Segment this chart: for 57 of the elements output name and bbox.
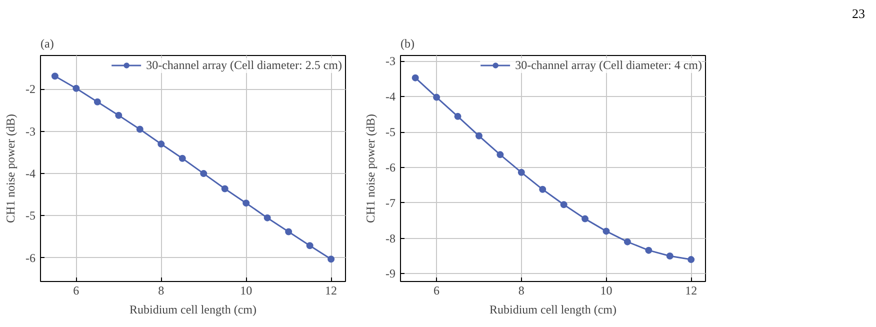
point bbox=[178, 154, 186, 162]
y-tick-label: -6 bbox=[386, 160, 396, 174]
point bbox=[412, 74, 419, 81]
point bbox=[285, 228, 292, 235]
point bbox=[221, 184, 228, 192]
point bbox=[539, 185, 546, 192]
point bbox=[264, 214, 271, 221]
x-tick-label: 6 bbox=[434, 283, 440, 298]
point bbox=[94, 98, 101, 105]
point bbox=[158, 140, 165, 148]
y-tick-label: -9 bbox=[386, 266, 396, 280]
x-axis-title: Rubidium cell length (cm) bbox=[490, 302, 616, 316]
point bbox=[518, 168, 525, 176]
x-tick-label: 10 bbox=[600, 283, 612, 298]
y-tick-label: -2 bbox=[26, 82, 36, 96]
y-tick-label: -4 bbox=[26, 166, 36, 180]
point bbox=[242, 199, 250, 206]
y-tick-label: -6 bbox=[26, 250, 36, 264]
y-tick-label: -4 bbox=[386, 89, 396, 104]
point bbox=[688, 256, 695, 263]
point bbox=[624, 238, 631, 245]
x-tick-label: 12 bbox=[325, 283, 338, 298]
legend-label: 30-channel array (Cell diameter: 4 cm) bbox=[515, 58, 702, 73]
point bbox=[582, 214, 589, 222]
legend-label: 30-channel array (Cell diameter: 2.5 cm) bbox=[146, 58, 342, 73]
y-tick-label: -8 bbox=[386, 230, 396, 245]
point bbox=[306, 242, 314, 249]
point bbox=[475, 132, 482, 139]
point bbox=[666, 252, 674, 260]
point bbox=[328, 255, 335, 262]
point bbox=[496, 150, 504, 158]
text: 23 bbox=[852, 5, 865, 23]
y-tick-label: -5 bbox=[26, 208, 36, 222]
point bbox=[454, 112, 462, 120]
point bbox=[645, 246, 652, 254]
chart-title: (b) bbox=[400, 36, 414, 50]
y-tick-label: -3 bbox=[26, 124, 36, 138]
x-tick-label: 10 bbox=[240, 283, 252, 298]
x-tick-label: 12 bbox=[685, 283, 698, 298]
point bbox=[115, 111, 122, 118]
y-axis-title: CH1 noise power (dB) bbox=[364, 114, 378, 223]
x-axis-title: Rubidium cell length (cm) bbox=[130, 302, 256, 316]
point bbox=[560, 200, 568, 208]
point bbox=[200, 170, 208, 177]
point bbox=[136, 125, 144, 132]
x-tick-label: 8 bbox=[158, 283, 164, 298]
y-tick-label: -5 bbox=[386, 124, 396, 139]
point bbox=[72, 84, 80, 92]
x-tick-label: 8 bbox=[518, 283, 524, 298]
y-axis-title: CH1 noise power (dB) bbox=[4, 114, 18, 223]
point bbox=[433, 93, 440, 100]
point bbox=[602, 227, 610, 234]
point bbox=[51, 72, 58, 80]
x-tick-label: 6 bbox=[73, 283, 80, 298]
chart-title: (a) bbox=[40, 36, 54, 50]
y-tick-label: -7 bbox=[386, 195, 396, 210]
y-tick-label: -3 bbox=[386, 54, 396, 68]
